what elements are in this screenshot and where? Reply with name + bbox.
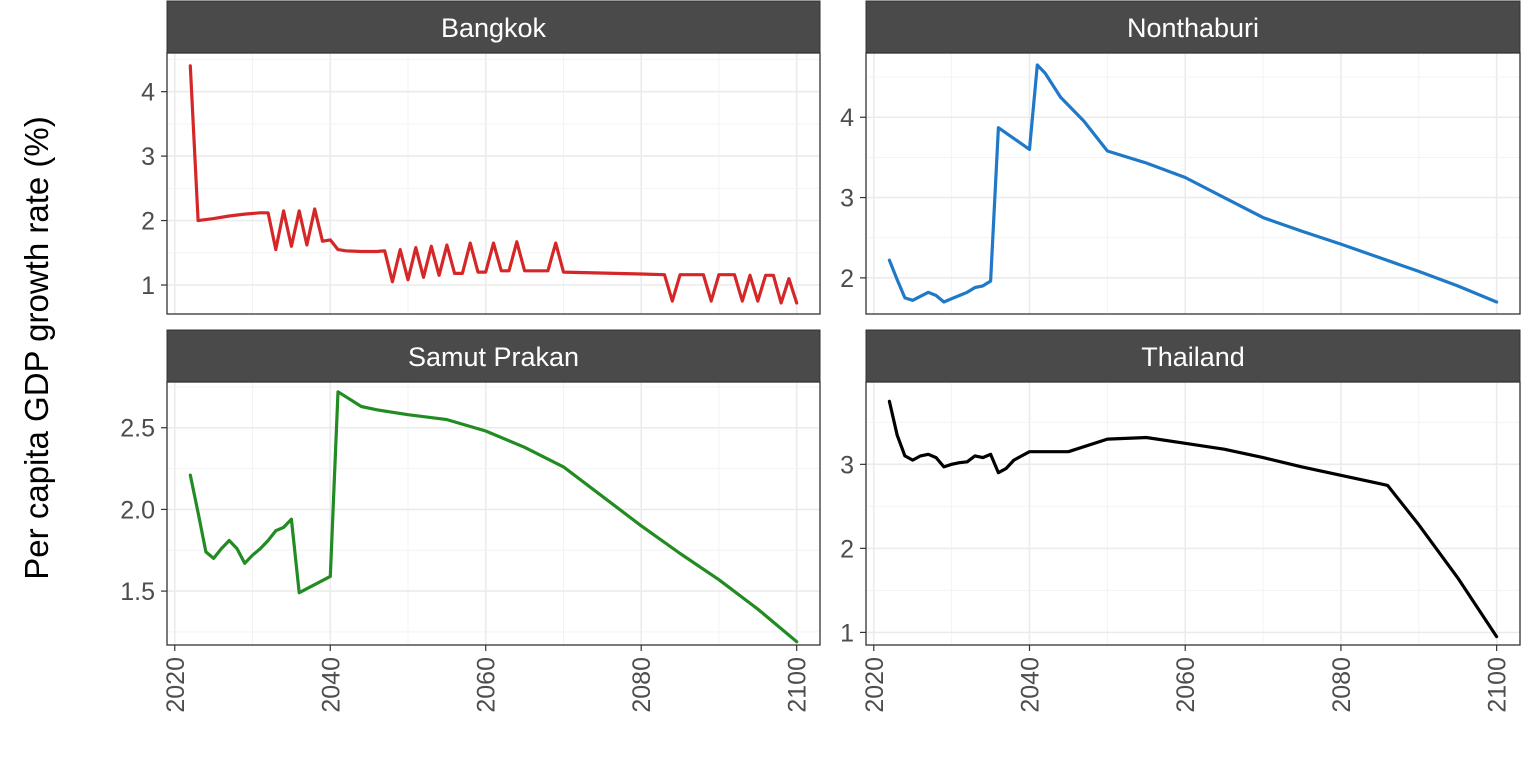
x-tick-label-thailand: 2020 bbox=[861, 657, 889, 713]
panel-title-bangkok: Bangkok bbox=[441, 13, 547, 43]
strip-nonthaburi bbox=[865, 0, 1521, 54]
strip-samut-prakan bbox=[166, 329, 821, 383]
series-line-samut-prakan bbox=[188, 390, 799, 644]
x-tick-label-thailand: 2080 bbox=[1328, 657, 1356, 713]
y-tick-label-nonthaburi: 4 bbox=[840, 104, 854, 132]
panel-bangkok: Bangkok 1 2 3 4 bbox=[141, 0, 821, 315]
x-tick-label-samut-prakan: 2100 bbox=[784, 657, 812, 713]
series-line-nonthaburi bbox=[887, 63, 1499, 304]
x-tick-label-thailand: 2100 bbox=[1484, 657, 1512, 713]
y-tick-label-bangkok: 1 bbox=[141, 272, 155, 300]
y-tick-label-samut-prakan: 1.5 bbox=[120, 578, 155, 606]
y-tick-label-nonthaburi: 2 bbox=[840, 265, 854, 293]
y-tick-label-samut-prakan: 2.5 bbox=[120, 415, 155, 443]
grid-samut-prakan bbox=[167, 382, 820, 645]
x-tick-label-samut-prakan: 2020 bbox=[162, 657, 190, 713]
strip-bangkok bbox=[166, 0, 821, 54]
y-tick-label-thailand: 3 bbox=[840, 451, 854, 479]
x-tick-label-thailand: 2040 bbox=[1017, 657, 1045, 713]
panel-nonthaburi: Nonthaburi 2 3 4 bbox=[840, 0, 1521, 315]
y-tick-label-bangkok: 2 bbox=[141, 208, 155, 236]
series-line-bangkok bbox=[188, 64, 799, 305]
panel-thailand: Thailand 1 2 3 bbox=[840, 329, 1521, 647]
x-tick-label-samut-prakan: 2040 bbox=[317, 657, 345, 713]
x-tick-label-thailand: 2060 bbox=[1172, 657, 1200, 713]
panel-title-nonthaburi: Nonthaburi bbox=[1127, 13, 1259, 43]
panel-border-thailand bbox=[865, 381, 1521, 646]
x-tick-label-samut-prakan: 2060 bbox=[473, 657, 501, 713]
y-tick-label-samut-prakan: 2.0 bbox=[120, 496, 155, 524]
y-tick-label-thailand: 1 bbox=[840, 619, 854, 647]
y-tick-label-bangkok: 4 bbox=[141, 79, 155, 107]
panel-border-nonthaburi bbox=[865, 52, 1521, 315]
y-tick-label-bangkok: 3 bbox=[141, 143, 155, 171]
panels: Bangkok 1 2 3 4 Nonthaburi 2 3 4 Samut Prakan 1.5 2… bbox=[120, 0, 1521, 647]
panel-border-bangkok bbox=[166, 52, 821, 315]
panel-samut-prakan: Samut Prakan 1.5 2.0 2.5 bbox=[120, 329, 821, 646]
grid-thailand bbox=[866, 382, 1520, 645]
x-tick-label-samut-prakan: 2080 bbox=[628, 657, 656, 713]
y-tick-label-nonthaburi: 3 bbox=[840, 185, 854, 213]
panel-border-samut-prakan bbox=[166, 381, 821, 646]
x-axes: 2020 2040 2060 2080 2100 2020 2040 2060 2080 2100 bbox=[162, 645, 1512, 713]
panel-title-thailand: Thailand bbox=[1141, 342, 1245, 372]
series-line-thailand bbox=[887, 399, 1499, 639]
y-tick-label-thailand: 2 bbox=[840, 535, 854, 563]
grid-bangkok bbox=[167, 53, 820, 314]
panel-title-samut-prakan: Samut Prakan bbox=[408, 342, 579, 372]
grid-nonthaburi bbox=[866, 53, 1520, 314]
strip-thailand bbox=[865, 329, 1521, 383]
y-axis-label: Per capita GDP growth rate (%) bbox=[18, 116, 55, 579]
